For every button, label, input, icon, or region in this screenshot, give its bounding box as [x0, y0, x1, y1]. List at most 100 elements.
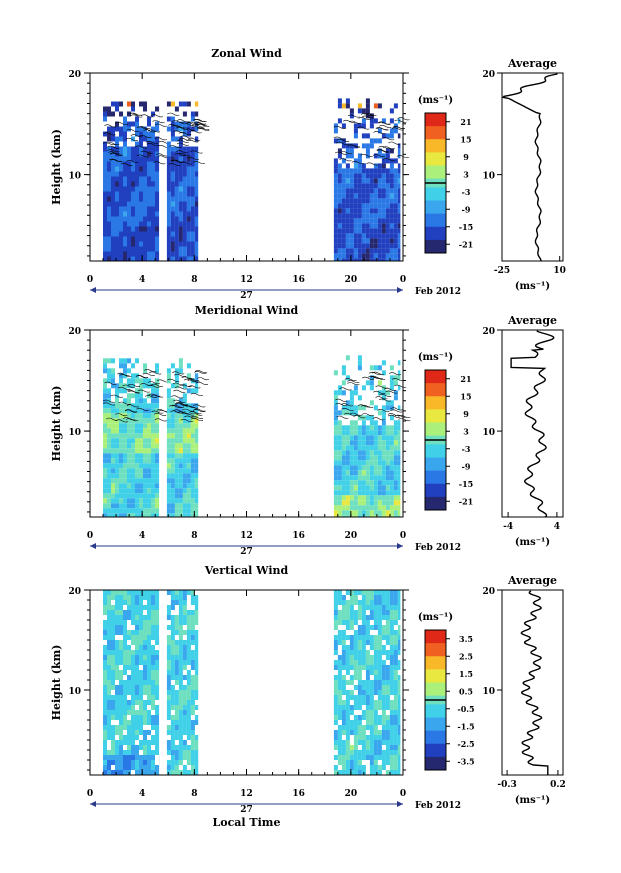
- heatmap-cell: [353, 715, 358, 720]
- heatmap-cell: [357, 455, 362, 461]
- heatmap-cell: [135, 730, 139, 735]
- heatmap-cell: [186, 650, 191, 655]
- contour-line: [192, 161, 205, 164]
- heatmap-cell: [377, 505, 382, 511]
- heatmap-cell: [123, 438, 127, 444]
- heatmap-cell: [341, 460, 346, 466]
- heatmap-cell: [111, 428, 115, 434]
- heatmap-cell: [139, 131, 143, 137]
- heatmap-cell: [373, 228, 378, 234]
- heatmap-cell: [369, 625, 374, 630]
- heatmap-cell: [393, 675, 398, 680]
- heatmap-cell: [377, 430, 382, 436]
- heatmap-cell: [381, 440, 386, 446]
- heatmap-cell: [119, 675, 123, 680]
- heatmap-cell: [190, 211, 195, 217]
- heatmap-cell: [139, 151, 143, 157]
- contour-line: [172, 371, 185, 375]
- heatmap-cell: [155, 378, 159, 384]
- heatmap-cell: [135, 121, 139, 127]
- heatmap-cell: [361, 108, 366, 114]
- heatmap-cell: [341, 253, 346, 259]
- contour-line: [140, 383, 153, 387]
- heatmap-cell: [123, 765, 127, 770]
- heatmap-cell: [178, 241, 183, 247]
- heatmap-cell: [385, 228, 390, 234]
- heatmap-cell: [349, 745, 354, 750]
- heatmap-cell: [151, 650, 155, 655]
- heatmap-cell: [111, 221, 115, 227]
- colorbar-swatch: [425, 152, 446, 158]
- heatmap-cell: [127, 685, 131, 690]
- heatmap-cell: [361, 695, 366, 700]
- heatmap-cell: [333, 253, 338, 259]
- colorbar-swatch: [425, 686, 446, 692]
- heatmap-cell: [365, 740, 370, 745]
- heatmap-cell: [107, 236, 111, 242]
- heatmap-cell: [341, 183, 346, 189]
- heatmap-cell: [381, 695, 386, 700]
- heatmap-cell: [377, 655, 382, 660]
- x-tick-label: 12: [240, 531, 253, 541]
- heatmap-cell: [389, 188, 394, 194]
- heatmap-cell: [194, 670, 199, 675]
- heatmap-cell: [123, 625, 127, 630]
- heatmap-cell: [151, 740, 155, 745]
- heatmap-cell: [381, 395, 386, 401]
- heatmap-cell: [365, 665, 370, 670]
- heatmap-cell: [170, 468, 175, 474]
- heatmap-cell: [143, 418, 147, 424]
- heatmap-cell: [353, 630, 358, 635]
- heatmap-cell: [107, 443, 111, 449]
- heatmap-cell: [107, 201, 111, 207]
- heatmap-cell: [115, 513, 119, 517]
- heatmap-cell: [166, 191, 171, 197]
- heatmap-cell: [143, 760, 147, 765]
- heatmap-cell: [333, 203, 338, 209]
- heatmap-cell: [194, 685, 199, 690]
- y-tick-label: 20: [68, 587, 81, 597]
- heatmap-cell: [119, 358, 123, 364]
- heatmap-cell: [393, 645, 398, 650]
- heatmap-cell: [139, 645, 143, 650]
- heatmap-cell: [178, 398, 183, 404]
- heatmap-cell: [103, 735, 107, 740]
- heatmap-cell: [119, 378, 123, 384]
- heatmap-cell: [345, 203, 350, 209]
- heatmap-cell: [186, 700, 191, 705]
- heatmap-cell: [397, 675, 401, 680]
- heatmap-cell: [119, 363, 123, 369]
- heatmap-cell: [341, 605, 346, 610]
- heatmap-cell: [182, 765, 187, 770]
- contour-line: [130, 114, 143, 118]
- heatmap-cell: [194, 508, 199, 514]
- heatmap-cell: [135, 241, 139, 247]
- heatmap-cell: [365, 485, 370, 491]
- heatmap-cell: [170, 428, 175, 434]
- heatmap-cell: [166, 675, 171, 680]
- heatmap-cell: [381, 760, 386, 765]
- heatmap-cell: [135, 231, 139, 237]
- heatmap-cell: [143, 463, 147, 469]
- colorbar-swatch: [425, 647, 446, 653]
- heatmap-cell: [349, 515, 354, 517]
- heatmap-cell: [186, 615, 191, 620]
- heatmap-cell: [111, 458, 115, 464]
- heatmap-cell: [377, 590, 382, 595]
- heatmap-cell: [127, 226, 131, 232]
- heatmap-cell: [107, 358, 111, 364]
- heatmap-cell: [377, 680, 382, 685]
- heatmap-cell: [194, 488, 199, 494]
- heatmap-cell: [353, 470, 358, 476]
- heatmap-cell: [333, 600, 338, 605]
- heatmap-cell: [190, 448, 195, 454]
- heatmap-cell: [341, 495, 346, 501]
- heatmap-cell: [186, 630, 191, 635]
- heatmap-cell: [333, 720, 338, 725]
- heatmap-cell: [190, 725, 195, 730]
- heatmap-cell: [385, 750, 390, 755]
- colorbar-swatch: [425, 139, 446, 145]
- colorbar-swatch: [425, 721, 446, 727]
- heatmap-cell: [127, 630, 131, 635]
- heatmap-cell: [151, 403, 155, 409]
